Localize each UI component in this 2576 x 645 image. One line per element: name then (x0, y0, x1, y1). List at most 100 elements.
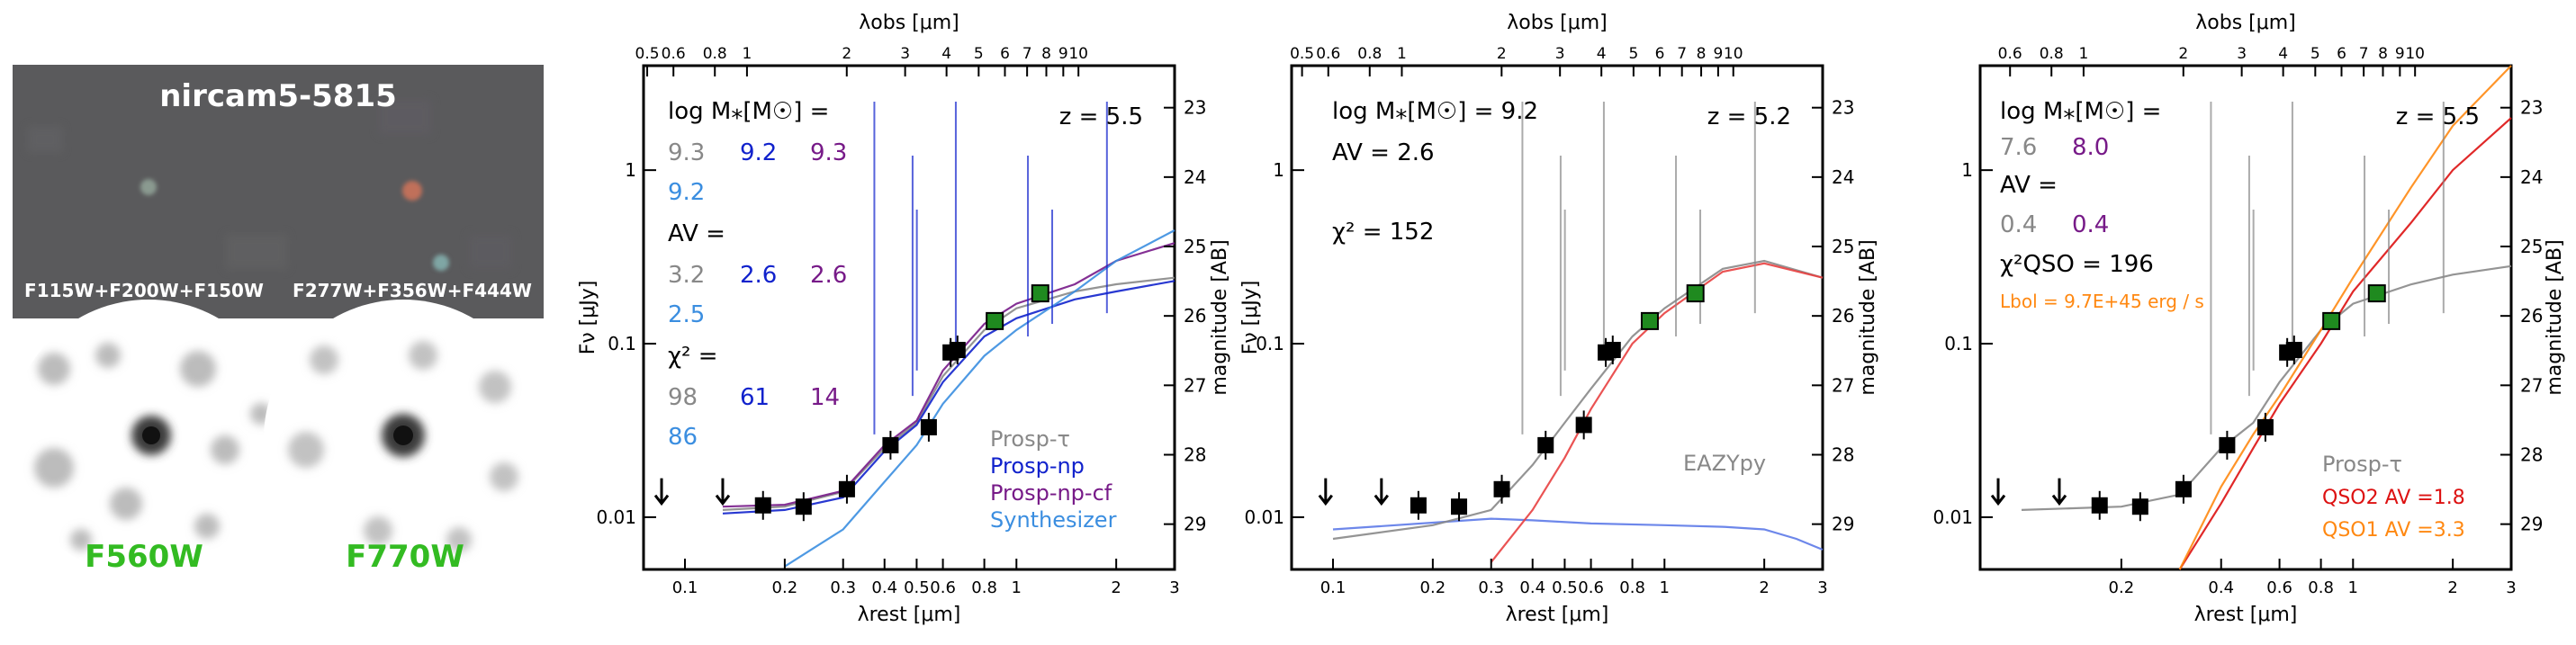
y-tick-label: 0.01 (1932, 506, 1973, 528)
top-tick-label: 7 (1022, 45, 1032, 63)
y-tick-label: 0.01 (596, 506, 636, 528)
mag-tick-label: 28 (1184, 443, 1206, 465)
top-tick-label: 0.6 (662, 45, 686, 63)
x-tick-label: 0.4 (1519, 578, 1545, 597)
chart-2-redshift: z = 5.2 (1707, 103, 1791, 130)
top-tick-label: 0.8 (703, 45, 727, 63)
top-tick-label: 3 (900, 45, 910, 63)
chart-2-right-ylabel: magnitude [AB] (1857, 239, 1879, 395)
chart-1-legend-np: Prosp-np (990, 453, 1085, 479)
top-tick-label: 1 (2078, 45, 2088, 63)
miri-data-point (986, 311, 1004, 330)
top-tick-label: 7 (2359, 45, 2369, 63)
chart-2-ylabel: Fν [μJy] (1239, 281, 1262, 355)
sed-chart-2: 0.1 0.2 0.3 0.4 0.5 0.6 0.8 1 2 30.5 0.6 0.8 1 2 3 4 5 6 7… (1239, 12, 1879, 626)
chart-2-frame (1290, 64, 1824, 571)
top-tick-label: 2 (1497, 45, 1507, 63)
chart-3-mass-b: 8.0 (2072, 134, 2109, 161)
mag-tick-label: 25 (1832, 236, 1854, 257)
top-tick-label: 5 (2310, 45, 2320, 63)
rgb-noise (27, 99, 513, 270)
y-tick-label: 1 (1961, 159, 1973, 181)
model-curve (784, 229, 1175, 568)
chart-1-axes: 0.1 0.2 0.3 0.4 0.5 0.6 0.8 1 2 30.5 0.6 0.8 1 2 3 4 5 6 7… (596, 45, 1206, 597)
x-tick-label: 2 (2447, 578, 2457, 597)
chart-3-top-xlabel: λobs [μm] (2195, 12, 2296, 34)
rgb-neighbour (433, 255, 449, 271)
y-tick-label: 0.1 (608, 333, 636, 354)
miri-image-right: F770W (264, 300, 543, 578)
x-tick-label: 0.5 (904, 578, 930, 597)
top-tick-label: 4 (941, 45, 951, 63)
mag-tick-label: 26 (1184, 305, 1206, 327)
chart-3-frame (1978, 64, 2513, 571)
chart-3-chi-label: χ²QSO = 196 (2000, 251, 2154, 278)
chart-1-top-xlabel: λobs [μm] (859, 12, 959, 34)
x-tick-label: 0.4 (871, 578, 897, 597)
top-tick-label: 6 (1000, 45, 1010, 63)
mag-tick-label: 24 (1832, 166, 1854, 188)
y-tick-label: 0.1 (1944, 333, 1973, 354)
x-tick-label: 0.2 (772, 578, 798, 597)
miri-data-point (2367, 284, 2386, 303)
chart-1-chi-npcf: 14 (810, 384, 840, 411)
rgb-source-long (402, 181, 422, 201)
rgb-source-short (140, 179, 157, 195)
chart-1-chi-tau: 98 (668, 384, 698, 411)
top-tick-label: 8 (1697, 45, 1707, 63)
sed-chart-1: 0.1 0.2 0.3 0.4 0.5 0.6 0.8 1 2 30.5 0.6 0.8 1 2 3 4 5 6 7… (577, 12, 1231, 626)
chart-3-legend-qso2: QSO2 AV =1.8 (2322, 487, 2465, 509)
top-tick-label: 5 (1628, 45, 1638, 63)
chart-1-frame (642, 64, 1176, 571)
chart-3-axes: 0.2 0.4 0.6 0.8 1 2 30.6 0.8 1 2 3 4 5 6 7 8 9 100.010.11… (1932, 45, 2543, 597)
chart-2-models (1332, 102, 1824, 563)
top-tick-label: 6 (1655, 45, 1665, 63)
x-tick-label: 1 (2348, 578, 2358, 597)
top-tick-label: 7 (1677, 45, 1687, 63)
x-tick-label: 0.3 (1478, 578, 1504, 597)
chart-3-points (1990, 284, 2386, 522)
x-tick-label: 1 (1012, 578, 1022, 597)
x-tick-label: 0.2 (2109, 578, 2135, 597)
chart-2-chi-label: χ² = 152 (1332, 219, 1434, 246)
rgb-label-right: F277W+F356W+F444W (293, 280, 532, 301)
x-tick-label: 3 (2506, 578, 2516, 597)
x-tick-label: 0.6 (2266, 578, 2292, 597)
sed-chart-3: 0.2 0.4 0.6 0.8 1 2 30.6 0.8 1 2 3 4 5 6 7 8 9 100.010.11… (1932, 12, 2566, 626)
mag-tick-label: 23 (1832, 97, 1854, 119)
mag-tick-label: 28 (2520, 443, 2543, 465)
chart-1-av-label: AV = (668, 220, 725, 247)
chart-2-legend-eazy: EAZYpy (1683, 451, 1766, 476)
mag-tick-label: 23 (2520, 97, 2543, 119)
x-tick-label: 0.8 (971, 578, 997, 597)
top-tick-label: 3 (2237, 45, 2247, 63)
mag-tick-label: 27 (2520, 374, 2543, 396)
x-tick-label: 0.4 (2208, 578, 2234, 597)
miri-data-point (2322, 311, 2341, 330)
chart-3-av-b: 0.4 (2072, 211, 2109, 238)
top-tick-label: 3 (1555, 45, 1565, 63)
x-tick-label: 0.5 (1552, 578, 1578, 597)
chart-2-mass-label: log M⁎[M☉] = 9.2 (1332, 98, 1538, 125)
mag-tick-label: 26 (1832, 305, 1854, 327)
miri-label-right: F770W (346, 539, 464, 575)
top-tick-label: 4 (1597, 45, 1607, 63)
model-curve (2178, 117, 2512, 570)
chart-1-mass-npcf: 9.3 (810, 139, 847, 166)
top-tick-label: 1 (1397, 45, 1407, 63)
x-tick-label: 3 (1817, 578, 1827, 597)
model-curve (1490, 262, 1824, 563)
y-tick-label: 0.1 (1256, 333, 1284, 354)
top-tick-label: 0.6 (1316, 45, 1340, 63)
top-tick-label: 4 (2278, 45, 2288, 63)
mag-tick-label: 25 (2520, 236, 2543, 257)
x-tick-label: 2 (1759, 578, 1769, 597)
chart-3-lbol: Lbol = 9.7E+45 erg / s (2000, 291, 2204, 312)
top-tick-label: 6 (2337, 45, 2346, 63)
chart-1-redshift: z = 5.5 (1059, 103, 1143, 130)
mag-tick-label: 25 (1184, 236, 1206, 257)
y-tick-label: 1 (1273, 159, 1284, 181)
chart-1-mass-label: log M⁎[M☉] = (668, 98, 829, 125)
upper-limit-arrow (1318, 478, 1333, 506)
top-tick-label: 2 (842, 45, 851, 63)
